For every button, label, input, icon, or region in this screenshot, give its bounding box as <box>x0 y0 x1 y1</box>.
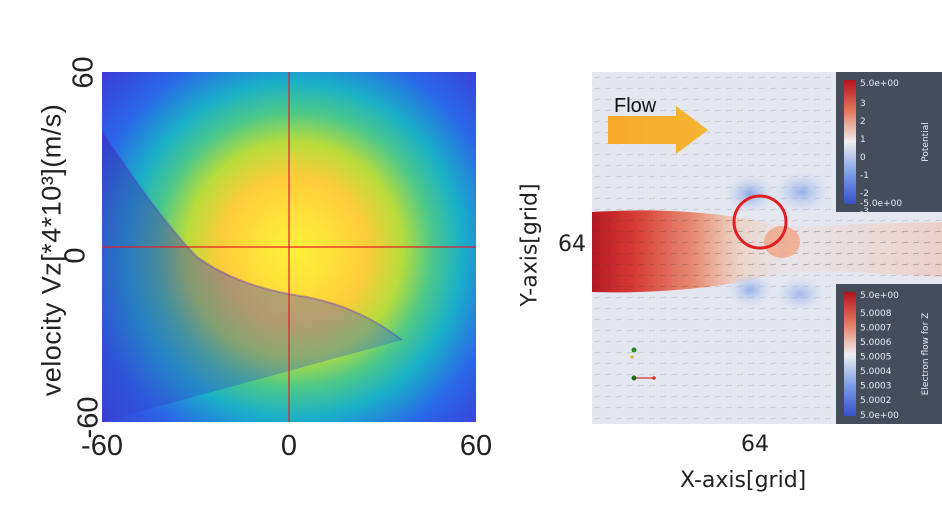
colorbar-tick-label: 5.0005 <box>860 353 892 363</box>
x-tick-64: 64 <box>741 432 769 457</box>
colorbar-tick-label: 1 <box>860 135 866 145</box>
velocity-heatmap-svg <box>102 72 476 422</box>
colorbar-tick-label: 5.0008 <box>860 309 892 319</box>
cb1-min: -5.0e+00 <box>860 199 902 209</box>
cb2-title: Electron flow for Z <box>921 313 931 396</box>
x-tick-60: 60 <box>459 430 493 462</box>
colorbar-tick-label: 5.0007 <box>860 324 892 334</box>
potential-colorbar: 5.0e+00 -5.0e+00 3 2 1 0 -1 -2 -3 Potential <box>836 72 942 217</box>
x-tick-0: 0 <box>280 430 298 462</box>
axis-marker-green <box>631 347 637 353</box>
blue-region-4 <box>774 276 826 312</box>
blue-region-1 <box>724 174 776 214</box>
simulation-svg: Flow 5.0e+00 -5.0e+00 3 2 1 0 -1 -2 -3 Potenti… <box>592 72 942 424</box>
colorbar-tick-label: -2 <box>860 189 869 199</box>
y-axis-label: velocity Vz[*4*10³](m/s) <box>36 103 67 397</box>
x-tick-neg60: -60 <box>81 430 123 462</box>
colorbar-tick-label: 5.0002 <box>860 396 892 406</box>
flow-arrow-icon <box>608 106 708 154</box>
colorbar-tick-label: 5.0003 <box>860 382 892 392</box>
cb1-title: Potential <box>921 122 931 161</box>
colorbar-tick-label: 0 <box>860 153 866 163</box>
colorbar-tick-label: 3 <box>860 99 866 109</box>
y-tick-neg60: -60 <box>71 396 104 439</box>
cb1-max: 5.0e+00 <box>860 79 899 89</box>
blue-region-3 <box>726 272 774 308</box>
cb2-max: 5.0e+00 <box>860 291 899 301</box>
hot-spot <box>764 226 800 258</box>
x-axis-label: X-axis[grid] <box>680 468 807 493</box>
heatmap-shadow-region <box>102 132 402 422</box>
colorbar-tick-label: 5.0004 <box>860 367 892 377</box>
cb2-min: 5.0e+00 <box>860 411 899 421</box>
flow-label: Flow <box>614 95 657 117</box>
blue-region-2 <box>772 170 832 214</box>
y-tick-64: 64 <box>558 232 586 257</box>
y-axis-label-right: Y-axis[grid] <box>517 183 543 307</box>
colorbar-tick-label: 5.0006 <box>860 338 892 348</box>
y-tick-60: 60 <box>67 56 100 89</box>
colorbar-tick-label: -1 <box>860 171 869 181</box>
highlight-circle <box>732 194 788 250</box>
colorbar-tick-label: 2 <box>860 117 866 127</box>
colorbar-tick-label: -3 <box>860 207 869 217</box>
velocity-heatmap <box>102 72 476 422</box>
electron-flow-colorbar: 5.0e+00 5.0e+00 5.0008 5.0007 5.0006 5.0005… <box>836 284 942 424</box>
simulation-panel: Flow 5.0e+00 -5.0e+00 3 2 1 0 -1 -2 -3 Potenti… <box>592 72 942 424</box>
